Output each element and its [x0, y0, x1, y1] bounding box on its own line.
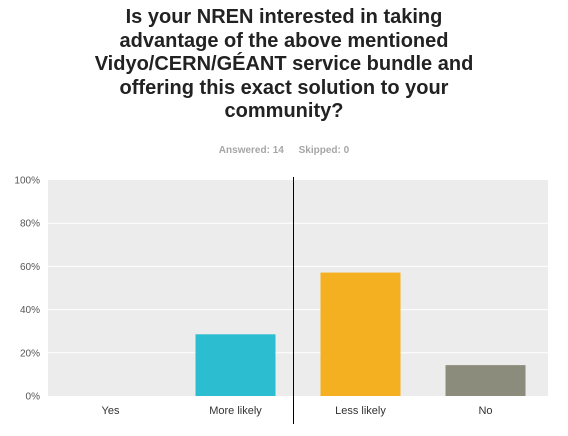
skipped-count: Skipped: 0 [298, 145, 350, 156]
question-title: Is your NREN interested in taking advant… [0, 6, 568, 124]
x-category-label: More likely [209, 405, 262, 417]
x-category-label: Less likely [335, 405, 386, 417]
answered-count: Answered: 14 [218, 145, 284, 156]
question-title-line: Vidyo/CERN/GÉANT service bundle and [94, 53, 474, 75]
y-tick-label: 60% [20, 262, 40, 273]
plot-area [48, 180, 548, 396]
bar-more-likely [195, 334, 276, 396]
question-title-line: offering this exact solution to your [119, 76, 449, 99]
bar-less-likely [320, 272, 401, 396]
y-tick-label: 20% [20, 348, 40, 359]
bar-no [445, 365, 526, 396]
response-stats: Answered: 14 Skipped: 0 [0, 145, 568, 156]
question-title-line: advantage of the above mentioned [119, 29, 449, 52]
question-title-line: Is your NREN interested in taking [125, 6, 443, 28]
y-tick-label: 0% [26, 392, 41, 403]
x-category-label: Yes [102, 405, 120, 417]
y-tick-label: 100% [14, 176, 40, 187]
y-tick-label: 40% [20, 305, 40, 316]
question-title-line: community? [224, 100, 344, 122]
x-category-label: No [478, 405, 492, 417]
y-tick-label: 80% [20, 219, 40, 230]
